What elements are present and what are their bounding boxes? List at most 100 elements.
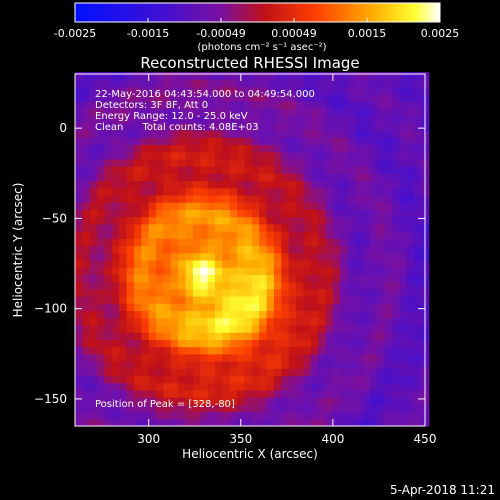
heatmap-cell [406, 252, 415, 261]
heatmap-cell [377, 216, 386, 225]
heatmap-cell [362, 245, 371, 254]
heatmap-cell [163, 79, 172, 88]
heatmap-cell [178, 202, 187, 210]
heatmap-cell [273, 137, 282, 145]
heatmap-cell [229, 259, 238, 268]
heatmap-cell [413, 259, 422, 268]
heatmap-cell [273, 353, 282, 362]
heatmap-cell [332, 361, 341, 369]
heatmap-cell [97, 346, 106, 355]
heatmap-cell [207, 339, 216, 348]
heatmap-cell [82, 137, 91, 145]
heatmap-cell [119, 180, 128, 189]
heatmap-cell [413, 346, 422, 355]
heatmap-cell [126, 353, 135, 362]
heatmap-cell [104, 101, 113, 109]
heatmap-cell [413, 382, 422, 391]
heatmap-cell [251, 324, 260, 333]
heatmap-cell [192, 346, 201, 355]
heatmap-cell [75, 418, 83, 427]
heatmap-cell [362, 194, 371, 203]
heatmap-cell [369, 93, 378, 102]
heatmap-cell [244, 194, 253, 203]
heatmap-cell [75, 72, 83, 81]
heatmap-cell [332, 231, 341, 239]
heatmap-cell [133, 101, 142, 109]
heatmap-cell [82, 187, 91, 196]
heatmap-cell [377, 346, 386, 355]
heatmap-cell [156, 274, 165, 283]
heatmap-cell [325, 158, 334, 167]
heatmap-cell [104, 79, 113, 88]
heatmap-cell [332, 173, 341, 182]
heatmap-cell [192, 361, 201, 369]
heatmap-cell [237, 238, 246, 247]
heatmap-cell [310, 418, 319, 427]
heatmap-cell [89, 238, 98, 247]
heatmap-cell [413, 93, 422, 102]
heatmap-cell [222, 418, 231, 427]
heatmap-cell [244, 93, 253, 102]
heatmap-cell [119, 231, 128, 239]
heatmap-cell [170, 72, 179, 81]
heatmap-cell [369, 389, 378, 398]
heatmap-cell [310, 404, 319, 413]
heatmap-cell [82, 129, 91, 138]
heatmap-cell [215, 418, 223, 427]
heatmap-cell [97, 72, 106, 81]
heatmap-cell [82, 93, 91, 102]
heatmap-cell [104, 353, 113, 362]
heatmap-cell [325, 346, 334, 355]
heatmap-cell [273, 332, 282, 340]
heatmap-cell [133, 411, 142, 420]
heatmap-cell [111, 245, 120, 254]
heatmap-cell [310, 223, 319, 232]
heatmap-cell [244, 245, 253, 254]
heatmap-cell [355, 202, 363, 210]
heatmap-cell [156, 368, 165, 377]
heatmap-cell [377, 129, 386, 138]
heatmap-cell [259, 317, 268, 326]
heatmap-cell [82, 310, 91, 319]
heatmap-cell [273, 361, 282, 369]
heatmap-cell [288, 346, 297, 355]
heatmap-cell [133, 223, 142, 232]
heatmap-cell [229, 346, 238, 355]
heatmap-cell [104, 202, 113, 210]
heatmap-cell [156, 404, 165, 413]
heatmap-cell [75, 252, 83, 261]
heatmap-cell [296, 137, 305, 145]
heatmap-cell [303, 281, 312, 290]
heatmap-cell [325, 375, 334, 384]
heatmap-cell [89, 303, 98, 312]
heatmap-cell [141, 267, 150, 275]
heatmap-cell [119, 129, 128, 138]
heatmap-cell [303, 151, 312, 160]
heatmap-cell [384, 93, 393, 102]
heatmap-cell [178, 339, 187, 348]
heatmap-cell [215, 173, 223, 182]
heatmap-cell [325, 397, 334, 405]
heatmap-cell [310, 209, 319, 218]
heatmap-cell [340, 310, 349, 319]
heatmap-cell [377, 310, 386, 319]
heatmap-cell [200, 296, 209, 304]
heatmap-cell [325, 259, 334, 268]
heatmap-cell [89, 267, 98, 275]
heatmap-cell [325, 115, 334, 124]
heatmap-cell [148, 101, 157, 109]
heatmap-cell [82, 209, 91, 218]
heatmap-cell [178, 238, 187, 247]
heatmap-cell [207, 332, 216, 340]
heatmap-cell [303, 404, 312, 413]
heatmap-cell [163, 267, 172, 275]
heatmap-cell [259, 259, 268, 268]
heatmap-cell [310, 382, 319, 391]
heatmap-cell [318, 274, 327, 283]
colorbar-tick-label: -0.0025 [54, 27, 96, 40]
heatmap-cell [347, 397, 356, 405]
heatmap-cell [97, 404, 106, 413]
heatmap-cell [97, 267, 106, 275]
heatmap-cell [369, 194, 378, 203]
